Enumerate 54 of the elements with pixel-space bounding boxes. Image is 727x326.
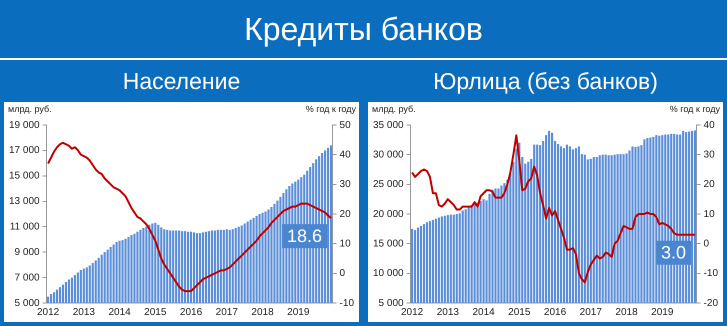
y-tick-label: 19 000: [8, 120, 40, 131]
x-tick-label: 2012: [400, 306, 424, 318]
x-tick-label: 2013: [436, 306, 460, 318]
x-tick-label: 2012: [36, 306, 60, 318]
y2-tick-label: 0: [704, 238, 710, 250]
y-tick-label: 7 000: [14, 272, 40, 284]
x-tick-label: 2016: [180, 306, 203, 318]
y2-tick-label: -20: [704, 298, 718, 309]
y2-tick-label: 30: [340, 179, 352, 190]
data-label: 3.0: [661, 242, 686, 263]
y2-tick-label: -10: [704, 268, 718, 280]
chart-subtitle: Население: [122, 67, 242, 96]
y-tick-label: 15 000: [372, 238, 404, 250]
chart-subtitle: Юрлица (без банков): [432, 67, 659, 96]
y2-axis-title: % год к году: [670, 104, 720, 114]
x-tick-label: 2018: [251, 306, 274, 318]
x-tick-label: 2015: [508, 306, 531, 318]
y-tick-label: 5 000: [378, 298, 404, 309]
y-tick-label: 9 000: [14, 246, 40, 258]
chart-title: Кредиты банков: [0, 0, 727, 60]
y2-tick-label: 20: [704, 179, 716, 190]
x-tick-label: 2017: [216, 306, 238, 318]
y2-tick-label: 0: [340, 268, 346, 280]
x-tick-label: 2015: [144, 306, 167, 318]
y2-tick-label: 50: [340, 120, 352, 131]
y-tick-label: 30 000: [372, 149, 404, 160]
y2-tick-label: 40: [340, 149, 352, 160]
x-tick-label: 2013: [72, 306, 96, 318]
y-tick-label: 35 000: [372, 120, 404, 131]
y2-tick-label: -10: [340, 298, 354, 309]
y2-axis-title: % год к году: [306, 104, 356, 114]
y-tick-label: 15 000: [8, 170, 40, 182]
y2-tick-label: 10: [340, 238, 352, 250]
x-tick-label: 2014: [108, 306, 132, 318]
y-tick-label: 5 000: [14, 298, 40, 309]
y-tick-label: 11 000: [10, 221, 40, 232]
x-tick-label: 2014: [472, 306, 496, 318]
y-axis-title: млрд. руб.: [8, 104, 52, 114]
y-tick-label: 20 000: [372, 208, 404, 220]
y2-tick-label: 20: [340, 208, 352, 220]
y2-tick-label: 30: [704, 149, 716, 160]
x-tick-label: 2019: [287, 306, 310, 318]
x-tick-label: 2016: [544, 306, 567, 318]
y-axis-title: млрд. руб.: [372, 104, 416, 114]
data-label: 18.6: [287, 226, 322, 246]
y-tick-label: 13 000: [8, 196, 40, 208]
y2-tick-label: 10: [704, 208, 716, 220]
x-tick-label: 2017: [580, 306, 602, 318]
y-tick-label: 17 000: [8, 145, 40, 156]
x-tick-label: 2019: [651, 306, 674, 318]
y-tick-label: 10 000: [372, 268, 404, 280]
x-tick-label: 2018: [615, 306, 638, 318]
y-tick-label: 25 000: [372, 179, 404, 190]
y2-tick-label: 40: [704, 120, 716, 131]
